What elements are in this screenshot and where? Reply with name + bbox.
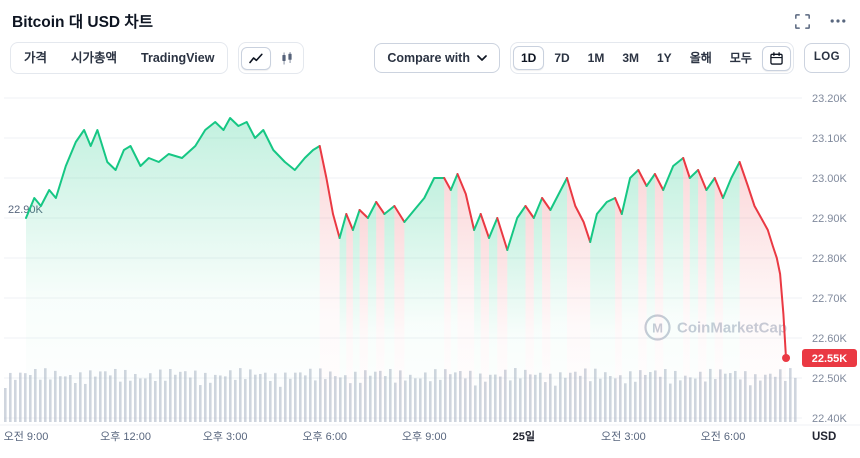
svg-text:22.80K: 22.80K — [812, 253, 848, 265]
more-options-icon — [830, 18, 846, 24]
svg-text:오후 6:00: 오후 6:00 — [302, 430, 347, 443]
svg-text:22.90K: 22.90K — [812, 213, 848, 225]
svg-text:오전 9:00: 오전 9:00 — [4, 430, 49, 443]
chart-header: Bitcoin 대 USD 차트 — [0, 0, 860, 34]
time-range-selector: 1D 7D 1M 3M 1Y 올해 모두 — [509, 42, 794, 74]
calendar-icon — [770, 51, 783, 65]
svg-text:23.10K: 23.10K — [812, 133, 848, 145]
y-axis-labels: 23.20K 23.10K 23.00K 22.90K 22.80K 22.70K 22.6… — [812, 93, 848, 425]
btc-usd-line-chart[interactable]: 23.20K 23.10K 23.00K 22.90K 22.80K 22.70K 22.6… — [0, 86, 860, 453]
chart-mode-tabs: 가격 시가총액 TradingView — [10, 42, 229, 74]
candlestick-type-button[interactable] — [273, 46, 301, 71]
svg-text:오후 12:00: 오후 12:00 — [100, 430, 151, 443]
compare-with-dropdown[interactable]: Compare with — [374, 42, 500, 74]
last-price-badge: 22.55K — [802, 349, 857, 367]
chevron-down-icon — [477, 55, 487, 61]
range-all[interactable]: 모두 — [722, 46, 760, 70]
svg-text:22.55K: 22.55K — [812, 353, 848, 365]
svg-text:오전 3:00: 오전 3:00 — [601, 430, 646, 443]
compare-with-label: Compare with — [387, 50, 470, 65]
range-7d[interactable]: 7D — [546, 46, 577, 70]
svg-text:오후 9:00: 오후 9:00 — [402, 430, 447, 443]
log-scale-button[interactable]: LOG — [803, 43, 850, 73]
tab-price[interactable]: 가격 — [13, 46, 58, 71]
range-1m[interactable]: 1M — [580, 46, 613, 70]
chart-type-toggle — [238, 42, 305, 74]
tab-tradingview[interactable]: TradingView — [130, 46, 225, 71]
range-1d[interactable]: 1D — [512, 46, 545, 70]
fullscreen-button[interactable] — [793, 12, 812, 31]
page-title: Bitcoin 대 USD 차트 — [12, 14, 153, 31]
chart-toolbar: 가격 시가총액 TradingView — [0, 34, 860, 80]
range-ytd[interactable]: 올해 — [682, 46, 720, 70]
svg-text:23.00K: 23.00K — [812, 173, 848, 185]
svg-text:22.70K: 22.70K — [812, 293, 848, 305]
svg-text:오후 3:00: 오후 3:00 — [203, 430, 248, 443]
fullscreen-icon — [795, 13, 810, 29]
more-options-button[interactable] — [828, 16, 848, 26]
range-3m[interactable]: 3M — [614, 46, 647, 70]
range-1y[interactable]: 1Y — [649, 46, 680, 70]
svg-text:오전 6:00: 오전 6:00 — [701, 430, 746, 443]
svg-text:25일: 25일 — [513, 429, 535, 443]
price-area-fills — [26, 118, 786, 422]
svg-text:USD: USD — [812, 431, 836, 443]
line-chart-type-button[interactable] — [241, 46, 272, 70]
svg-text:22.40K: 22.40K — [812, 413, 848, 425]
svg-text:22.60K: 22.60K — [812, 333, 848, 345]
tab-market-cap[interactable]: 시가총액 — [60, 46, 128, 71]
x-axis-labels: 오전 9:00 오후 12:00 오후 3:00 오후 6:00 오후 9:00 25일 오… — [4, 429, 746, 443]
candlestick-icon — [281, 51, 293, 65]
price-chart[interactable]: 23.20K 23.10K 23.00K 22.90K 22.80K 22.70K 22.6… — [0, 86, 860, 453]
price-line — [25, 117, 787, 359]
last-price-dot — [782, 354, 791, 362]
svg-text:22.50K: 22.50K — [812, 373, 848, 385]
svg-text:23.20K: 23.20K — [812, 93, 848, 105]
currency-label: USD — [812, 431, 836, 443]
line-chart-icon — [249, 53, 264, 64]
custom-date-button[interactable] — [761, 45, 791, 71]
